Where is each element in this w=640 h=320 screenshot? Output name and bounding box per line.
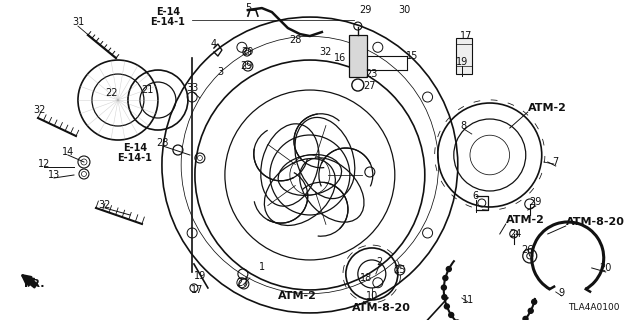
- Text: ATM-2: ATM-2: [278, 291, 317, 301]
- Text: 11: 11: [461, 295, 474, 305]
- Circle shape: [528, 308, 533, 313]
- FancyBboxPatch shape: [349, 35, 367, 77]
- Text: 26: 26: [522, 245, 534, 255]
- Text: 28: 28: [157, 138, 169, 148]
- Circle shape: [444, 304, 449, 309]
- Circle shape: [443, 276, 448, 281]
- Circle shape: [442, 295, 447, 300]
- Text: 18: 18: [360, 273, 372, 283]
- Text: 19: 19: [194, 271, 206, 281]
- Circle shape: [523, 316, 528, 320]
- Text: E-14: E-14: [156, 7, 180, 17]
- Text: 14: 14: [62, 147, 74, 157]
- Circle shape: [532, 299, 537, 304]
- Text: 27: 27: [237, 278, 249, 288]
- Text: 24: 24: [509, 229, 522, 239]
- Text: 29: 29: [241, 61, 253, 71]
- Text: 31: 31: [72, 17, 84, 27]
- Text: 4: 4: [211, 39, 217, 49]
- Text: E-14: E-14: [123, 143, 147, 153]
- Text: 28: 28: [290, 35, 302, 45]
- FancyBboxPatch shape: [456, 38, 472, 74]
- Text: 32: 32: [319, 47, 332, 57]
- Text: 27: 27: [364, 81, 376, 91]
- Text: 7: 7: [552, 157, 559, 167]
- Circle shape: [446, 267, 451, 272]
- Text: 16: 16: [333, 53, 346, 63]
- Text: 22: 22: [106, 88, 118, 98]
- Text: 5: 5: [244, 3, 251, 13]
- Text: 1: 1: [259, 262, 265, 272]
- Text: 25: 25: [394, 265, 406, 275]
- Text: 20: 20: [600, 263, 612, 273]
- Text: 23: 23: [365, 69, 378, 79]
- Text: ATM-2: ATM-2: [528, 103, 566, 113]
- Text: 21: 21: [141, 85, 154, 95]
- Text: 30: 30: [399, 5, 411, 15]
- Text: 6: 6: [473, 191, 479, 201]
- Text: 32: 32: [99, 200, 111, 210]
- Text: 29: 29: [360, 5, 372, 15]
- Text: 17: 17: [191, 285, 203, 295]
- Text: ATM-8-20: ATM-8-20: [566, 217, 625, 227]
- Text: 9: 9: [559, 288, 565, 298]
- Text: 8: 8: [461, 121, 467, 131]
- Text: ATM-8-20: ATM-8-20: [353, 303, 412, 313]
- Text: 33: 33: [187, 83, 199, 93]
- Text: 10: 10: [365, 291, 378, 301]
- Text: TLA4A0100: TLA4A0100: [568, 303, 620, 312]
- Text: 29: 29: [242, 47, 254, 57]
- Text: ATM-2: ATM-2: [506, 215, 545, 225]
- Text: 15: 15: [406, 51, 418, 61]
- Text: E-14-1: E-14-1: [118, 153, 152, 163]
- Text: 29: 29: [529, 197, 542, 207]
- Text: 2: 2: [377, 257, 383, 267]
- Text: 17: 17: [460, 31, 472, 41]
- Circle shape: [442, 285, 446, 290]
- Text: 3: 3: [217, 67, 223, 77]
- Text: 19: 19: [456, 57, 468, 67]
- Text: 13: 13: [48, 170, 60, 180]
- Text: 12: 12: [38, 159, 50, 169]
- Text: FR.: FR.: [24, 279, 44, 289]
- Text: E-14-1: E-14-1: [150, 17, 186, 27]
- Circle shape: [449, 313, 454, 317]
- FancyArrow shape: [25, 277, 38, 288]
- Text: 32: 32: [34, 105, 46, 115]
